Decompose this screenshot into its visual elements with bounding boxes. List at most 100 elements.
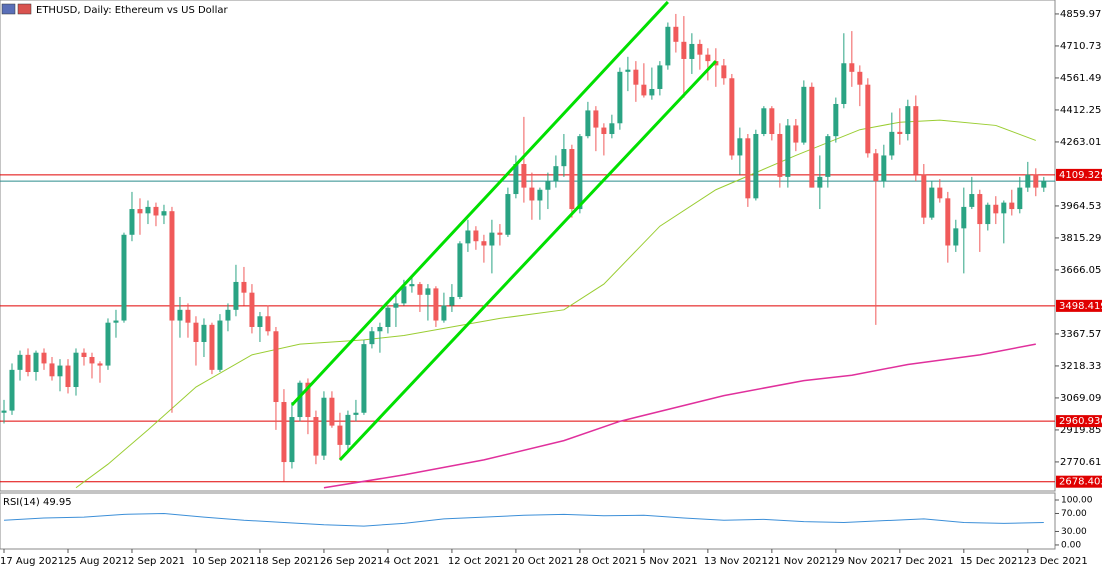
candle-body [169,211,175,321]
candle-body [1,410,7,413]
level-label: 3498.419 [1059,301,1102,312]
candle-body [593,110,599,128]
candle-body [297,382,303,418]
icon [1,3,16,15]
candle-body [33,352,39,373]
candle-body [833,103,839,137]
candle-body [745,138,751,199]
candle-body [641,84,647,96]
candle-body [529,187,535,201]
candle-body [505,194,511,235]
candle-body [561,149,567,167]
rsi-tick-label: 70.00 [1061,509,1087,519]
y-tick-label: 4710.730 [1060,41,1102,52]
candle-body [65,365,71,388]
candle-body [385,307,391,327]
level-label-box [1056,415,1102,428]
x-tick-label: 18 Sep 2021 [256,556,319,567]
candle-body [617,71,623,124]
candle-body [97,363,103,366]
candle-body [185,309,191,323]
candle-body [89,356,95,364]
candle-body [993,204,999,214]
candle-body [945,198,951,246]
candle-body [281,402,287,463]
candle-body [441,305,447,321]
rsi-line [3,512,1044,527]
candle-body [9,369,15,411]
x-tick-label: 13 Nov 2021 [704,556,768,567]
y-tick-label: 3367.570 [1060,329,1102,340]
candle-body [241,281,247,293]
candle-body [497,232,503,235]
level-label: 4109.329 [1059,170,1102,181]
candle-body [737,138,743,156]
candle-body [1041,181,1047,188]
x-tick-label: 21 Nov 2021 [768,556,832,567]
candle-body [817,176,823,188]
y-tick-label: 4859.970 [1060,9,1102,20]
candle-body [873,153,879,182]
candle-body [961,206,967,229]
candle-body [689,43,695,59]
candle-body [969,194,975,207]
y-tick-label: 3815.290 [1060,233,1102,244]
candle-body [857,71,863,85]
candle-body [41,352,47,364]
candle-body [1017,187,1023,210]
y-tick-label: 3218.330 [1060,361,1102,372]
candle-body [649,88,655,96]
candle-body [697,43,703,55]
x-tick-label: 5 Nov 2021 [640,556,698,567]
rsi-title: RSI(14) 49.95 [3,497,72,508]
candle-body [569,149,575,210]
y-tick-label: 4263.010 [1060,137,1102,148]
level-label-box [1056,299,1102,312]
candle-body [753,134,759,199]
candle-body [881,155,887,182]
candle-body [121,234,127,321]
y-tick-label: 3069.090 [1060,393,1102,404]
chart-title: ETHUSD, Daily: Ethereum vs US Dollar [36,5,228,16]
candle-body [777,134,783,177]
candle-body [433,288,439,321]
x-tick-label: 15 Dec 2021 [960,556,1024,567]
candle-body [217,320,223,370]
candle-body [193,322,199,342]
candle-body [953,228,959,246]
candle-body [921,174,927,218]
candle-body [353,412,359,415]
y-tick-label: 2770.610 [1060,457,1102,468]
candle-body [225,309,231,321]
candle-body [769,108,775,135]
candle-body [449,296,455,306]
level-label-box [1056,475,1102,488]
candle-body [721,65,727,79]
x-tick-label: 20 Oct 2021 [512,556,574,567]
candle-body [233,281,239,310]
candle-body [73,352,79,388]
candle-body [521,164,527,188]
candle-body [553,166,559,182]
rsi-tick-label: 30.00 [1061,527,1087,537]
candle-body [57,365,63,377]
candle-body [905,106,911,135]
x-tick-label: 10 Sep 2021 [192,556,255,567]
trend-line [338,60,717,461]
candle-body [793,125,799,143]
candle-body [609,123,615,135]
x-tick-label: 2 Sep 2021 [128,556,185,567]
candle-body [273,331,279,403]
rsi-tick-label: 0.00 [1061,540,1081,550]
candle-body [289,417,295,463]
candle-body [17,354,23,370]
candle-body [929,187,935,218]
candle-body [345,414,351,445]
candle-body [265,316,271,332]
level-label: 2678.403 [1059,477,1102,488]
candle-body [913,106,919,175]
candle-body [305,382,311,418]
candle-body [369,331,375,345]
x-tick-label: 25 Aug 2021 [64,556,128,567]
candle-body [489,232,495,246]
